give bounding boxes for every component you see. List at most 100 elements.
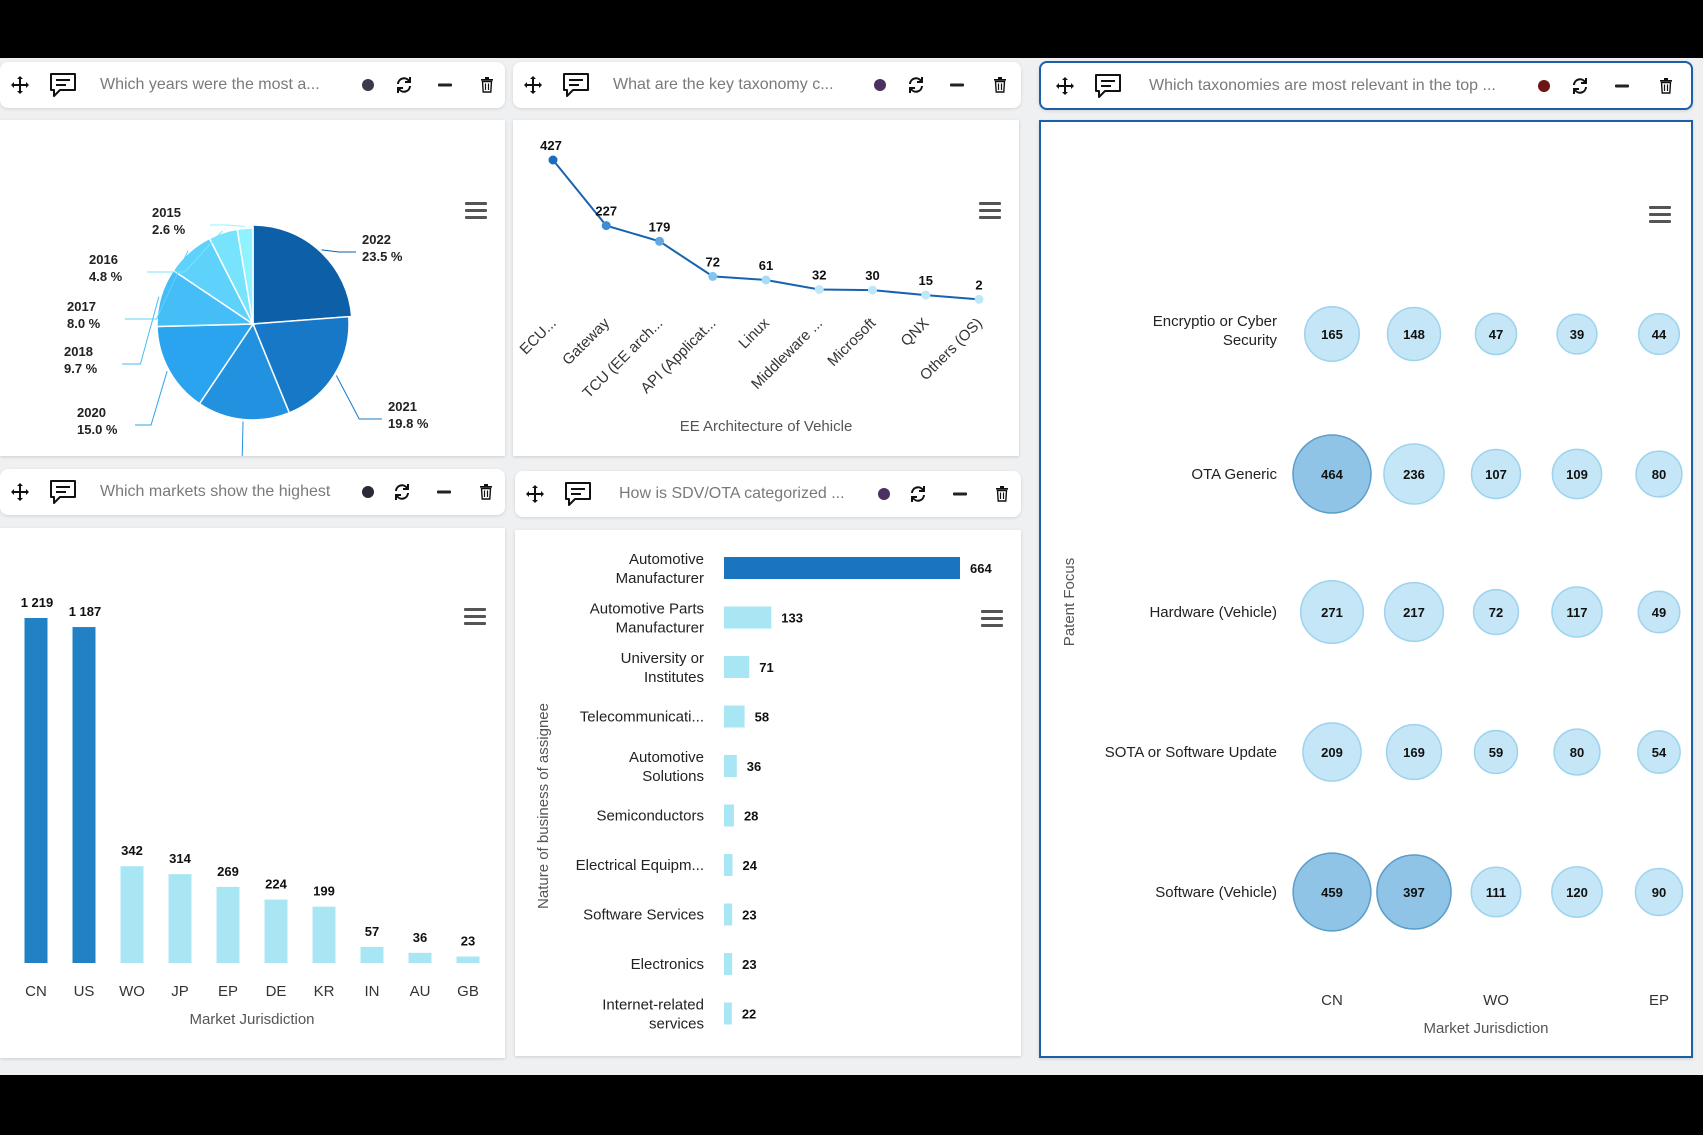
column-bar[interactable] [24, 618, 48, 963]
line-point[interactable] [655, 236, 664, 246]
hbar-bar[interactable] [724, 606, 772, 629]
line-point[interactable] [814, 285, 824, 295]
comment-icon[interactable] [48, 71, 78, 99]
bubble-point[interactable] [1556, 313, 1598, 355]
bubble-point[interactable] [1292, 852, 1372, 932]
pie-slice-2022[interactable] [252, 224, 353, 325]
bubble-point[interactable] [1472, 588, 1520, 636]
pie-slice-2021[interactable] [251, 315, 350, 414]
question-text[interactable]: Which years were the most a... [100, 76, 320, 93]
column-bar[interactable] [312, 906, 336, 963]
move-icon[interactable] [10, 75, 30, 95]
refresh-icon[interactable] [907, 76, 925, 94]
column-x-tick-label: US [74, 983, 95, 1000]
delete-icon[interactable] [480, 77, 494, 93]
bubble-point[interactable] [1635, 450, 1683, 498]
bubble-point[interactable] [1637, 590, 1681, 634]
move-icon[interactable] [525, 484, 545, 504]
delete-icon[interactable] [479, 484, 493, 500]
question-text[interactable]: What are the key taxonomy c... [613, 76, 834, 93]
line-x-tick-label: QNX [898, 315, 933, 350]
hbar-bar[interactable] [724, 953, 733, 975]
move-icon[interactable] [1055, 76, 1075, 96]
minimize-icon[interactable] [438, 83, 452, 87]
line-point[interactable] [974, 294, 984, 304]
refresh-icon[interactable] [395, 76, 413, 94]
widget-toolbar-taxonomy: What are the key taxonomy c... [513, 62, 1021, 108]
bubble-value-label: 49 [1652, 605, 1666, 620]
bubble-point[interactable] [1551, 586, 1603, 638]
line-point[interactable] [548, 155, 558, 165]
hbar-bar[interactable] [724, 1002, 732, 1025]
bubble-point[interactable] [1553, 728, 1601, 776]
bubble-point[interactable] [1551, 866, 1603, 918]
column-bar[interactable] [72, 627, 96, 963]
line-point[interactable] [708, 271, 718, 281]
bubble-point[interactable] [1303, 305, 1361, 363]
column-bar[interactable] [120, 866, 144, 963]
bubble-point[interactable] [1637, 730, 1681, 774]
refresh-icon[interactable] [1571, 77, 1589, 95]
pie-slice-2020[interactable] [156, 323, 255, 405]
bubble-point[interactable] [1299, 579, 1365, 645]
bubble-point[interactable] [1383, 581, 1445, 643]
bubble-point[interactable] [1383, 443, 1445, 505]
chart-menu-icon[interactable] [465, 202, 487, 220]
line-point[interactable] [921, 290, 931, 300]
hbar-bar[interactable] [724, 804, 734, 827]
delete-icon[interactable] [995, 486, 1009, 502]
column-bar[interactable] [264, 899, 288, 963]
minimize-icon[interactable] [950, 83, 964, 87]
chart-menu-icon[interactable] [981, 610, 1003, 628]
hbar-bar[interactable] [724, 755, 737, 777]
bubble-point[interactable] [1637, 312, 1681, 356]
refresh-icon[interactable] [909, 485, 927, 503]
comment-icon[interactable] [48, 478, 78, 506]
minimize-icon[interactable] [953, 492, 967, 496]
line-point[interactable] [868, 285, 877, 295]
delete-icon[interactable] [1659, 77, 1673, 94]
column-chart-panel: 1 219 CN 1 187 US 342 WO 314 JP 269 EP 224 DE 199 KR 5… [0, 528, 505, 1058]
column-bar[interactable] [216, 886, 240, 963]
chart-menu-icon[interactable] [464, 608, 486, 626]
bubble-point[interactable] [1551, 448, 1603, 500]
pie-slice-2019[interactable] [198, 322, 291, 421]
delete-icon[interactable] [993, 77, 1007, 93]
chart-menu-icon[interactable] [979, 202, 1001, 220]
bubble-point[interactable] [1292, 434, 1372, 514]
bubble-point[interactable] [1473, 729, 1519, 775]
column-bar[interactable] [168, 874, 192, 963]
bubble-point[interactable] [1470, 866, 1522, 918]
hbar-bar[interactable] [724, 903, 733, 926]
bubble-value-label: 80 [1652, 467, 1666, 482]
chart-menu-icon[interactable] [1649, 206, 1671, 224]
column-bar[interactable] [408, 952, 432, 963]
bubble-point[interactable] [1376, 854, 1452, 930]
bubble-point[interactable] [1634, 867, 1684, 917]
hbar-bar[interactable] [724, 854, 733, 876]
comment-icon[interactable] [563, 480, 593, 508]
move-icon[interactable] [10, 482, 30, 502]
minimize-icon[interactable] [1615, 84, 1629, 87]
question-text[interactable]: Which taxonomies are most relevant in th… [1149, 76, 1496, 94]
column-bar[interactable] [456, 956, 480, 963]
question-text[interactable]: Which markets show the highest [100, 483, 331, 500]
bubble-point[interactable] [1385, 723, 1443, 781]
hbar-bar[interactable] [724, 557, 960, 579]
bubble-point[interactable] [1386, 306, 1442, 362]
bubble-point[interactable] [1302, 722, 1362, 782]
line-point[interactable] [601, 221, 611, 231]
refresh-icon[interactable] [393, 483, 411, 501]
bubble-point[interactable] [1470, 448, 1522, 500]
line-point[interactable] [761, 275, 771, 285]
question-text[interactable]: How is SDV/OTA categorized ... [619, 485, 845, 502]
hbar-bar[interactable] [724, 656, 750, 678]
hbar-bar[interactable] [724, 705, 745, 728]
pie-slice-2015[interactable] [236, 227, 254, 325]
bubble-point[interactable] [1474, 312, 1518, 356]
minimize-icon[interactable] [437, 490, 451, 494]
comment-icon[interactable] [1093, 72, 1123, 100]
move-icon[interactable] [523, 75, 543, 95]
column-bar[interactable] [360, 946, 384, 963]
comment-icon[interactable] [561, 71, 591, 99]
